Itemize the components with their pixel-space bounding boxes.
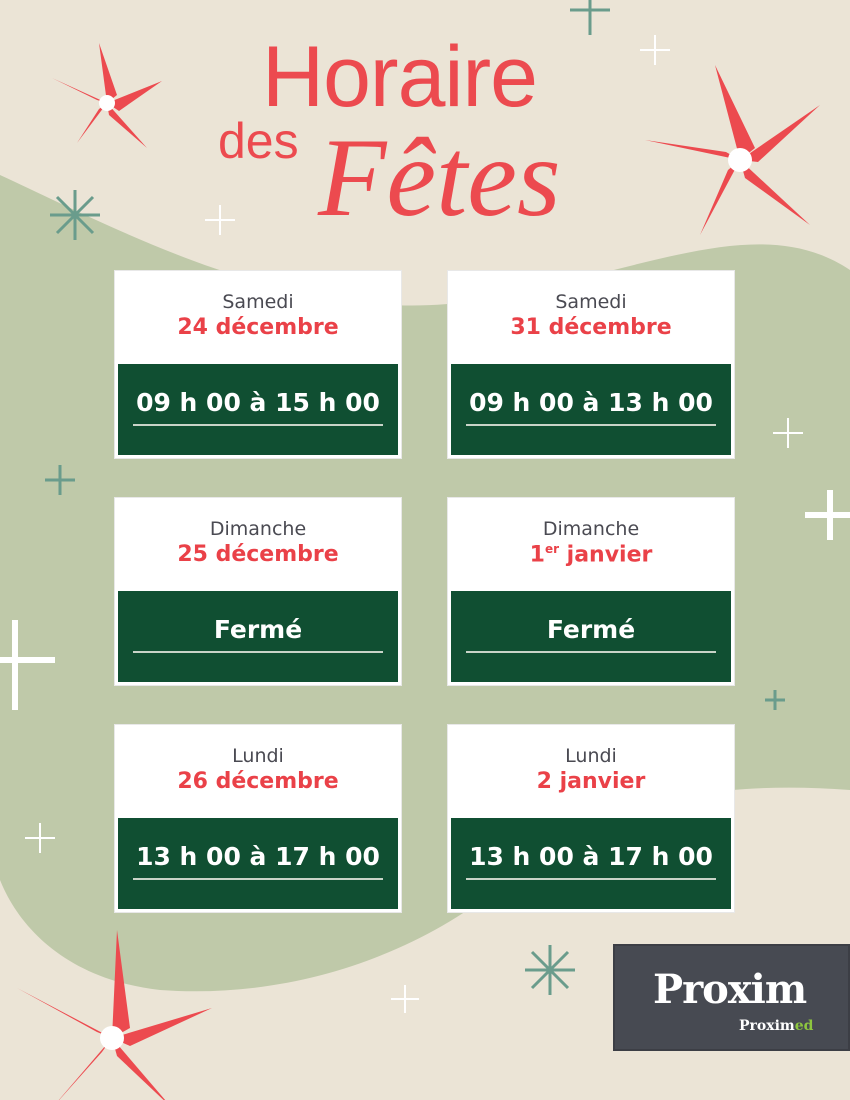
logo-brand: Proxim [653,966,807,1013]
day-label: Samedi [222,291,294,313]
date-label: 24 décembre [177,315,339,340]
sparkle-icon [0,35,850,1013]
date-label: 31 décembre [510,315,672,340]
date-label: 26 décembre [177,769,339,794]
day-label: Lundi [232,745,284,767]
schedule-card: Dimanche 25 décembre Fermé [115,498,401,685]
hours-text: 13 h 00 à 17 h 00 [469,842,713,871]
schedule-card: Lundi 2 janvier 13 h 00 à 17 h 00 [448,725,734,912]
divider [466,651,716,653]
divider [133,424,383,426]
star-icon [45,0,785,995]
hours-text: 13 h 00 à 17 h 00 [136,842,380,871]
schedule-card: Lundi 26 décembre 13 h 00 à 17 h 00 [115,725,401,912]
hours-box: 13 h 00 à 17 h 00 [118,818,398,909]
date-label: 25 décembre [177,542,339,567]
divider [466,878,716,880]
day-label: Samedi [555,291,627,313]
hours-text: Fermé [213,615,303,644]
day-label: Lundi [565,745,617,767]
hours-text: Fermé [546,615,636,644]
title-horaire: Horaire [262,29,538,125]
title-fetes: Fêtes [318,116,561,240]
hours-box: 09 h 00 à 15 h 00 [118,364,398,455]
hours-box: Fermé [451,591,731,682]
proxim-logo: Proxim Proximed [613,944,850,1051]
schedule-card: Dimanche 1er janvier Fermé [448,498,734,685]
hours-box: 09 h 00 à 13 h 00 [451,364,731,455]
schedule-card: Samedi 31 décembre 09 h 00 à 13 h 00 [448,271,734,458]
date-label: 2 janvier [536,769,646,794]
logo-sub: Proximed [739,1018,814,1034]
day-label: Dimanche [542,518,640,540]
hours-box: 13 h 00 à 17 h 00 [451,818,731,909]
schedule-card: Samedi 24 décembre 09 h 00 à 15 h 00 [115,271,401,458]
hours-text: 09 h 00 à 15 h 00 [136,388,380,417]
title-des: des [218,113,299,169]
date-label: 1er janvier [529,542,653,568]
hours-box: Fermé [118,591,398,682]
divider [133,651,383,653]
poinsettia-icon [17,43,820,1100]
day-label: Dimanche [209,518,307,540]
divider [466,424,716,426]
hours-text: 09 h 00 à 13 h 00 [469,388,713,417]
divider [133,878,383,880]
